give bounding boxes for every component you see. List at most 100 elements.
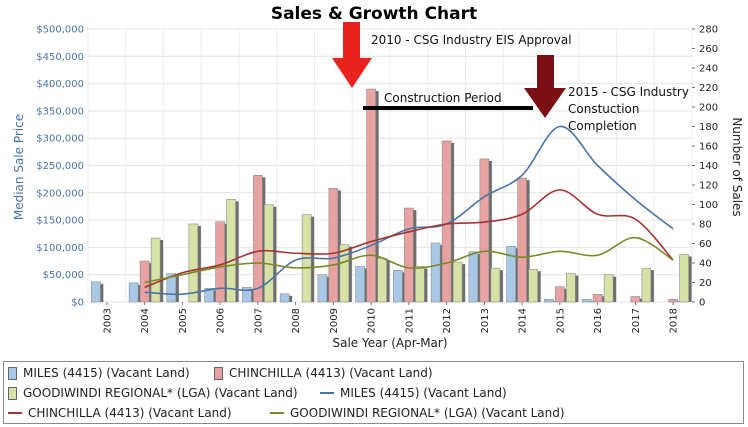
y-tick-label: $100,000 bbox=[36, 243, 84, 254]
line-layer bbox=[144, 125, 674, 296]
bar bbox=[393, 270, 403, 303]
y2-tick-label: 60 bbox=[699, 239, 712, 250]
bar bbox=[555, 286, 565, 303]
x-tick-label: 2012 bbox=[442, 308, 453, 333]
y-tick-label: $0 bbox=[71, 298, 84, 309]
series-line bbox=[144, 236, 674, 284]
chart-legend: MILES (4415) (Vacant Land) CHINCHILLA (44… bbox=[3, 361, 744, 424]
annotation-2015: 2015 - CSG Industry Constuction Completio… bbox=[568, 85, 693, 133]
y2-tick-label: 260 bbox=[699, 44, 718, 55]
legend-line-swatch bbox=[270, 412, 284, 414]
y2-tick-label: 20 bbox=[699, 278, 712, 289]
y2-tick-label: 220 bbox=[699, 83, 718, 94]
y2-tick-label: 80 bbox=[699, 220, 712, 231]
bar bbox=[581, 298, 592, 303]
legend-line-swatch bbox=[320, 392, 334, 394]
x-tick-label: 2017 bbox=[631, 308, 642, 333]
legend-item[interactable]: CHINCHILLA (4413) (Vacant Land) bbox=[214, 366, 433, 380]
x-tick-label: 2008 bbox=[291, 308, 302, 333]
annotation-2015-line: Constuction bbox=[568, 102, 639, 116]
y2-tick-label: 100 bbox=[699, 200, 718, 211]
legend-bar-swatch bbox=[8, 386, 17, 400]
bar bbox=[355, 266, 365, 303]
legend-label: GOODIWINDI REGIONAL* (LGA) (Vacant Land) bbox=[290, 406, 565, 420]
bar bbox=[279, 293, 290, 303]
x-tick-label: 2009 bbox=[329, 308, 340, 333]
bar bbox=[328, 188, 339, 303]
legend-item[interactable]: GOODIWINDI REGIONAL* (LGA) (Vacant Land) bbox=[8, 386, 298, 400]
y-tick-label: $50,000 bbox=[43, 270, 84, 281]
bar bbox=[366, 88, 376, 303]
bar bbox=[204, 288, 214, 303]
annotation-2015-text: 2015 - CSG Industry bbox=[568, 85, 689, 99]
bar bbox=[317, 274, 328, 303]
y2-tick-label: 120 bbox=[699, 181, 718, 192]
bar bbox=[430, 242, 441, 303]
red-arrow-2010 bbox=[332, 22, 372, 88]
x-tick-label: 2018 bbox=[669, 308, 680, 333]
legend-item[interactable]: MILES (4415) (Vacant Land) bbox=[320, 386, 507, 400]
y-tick-label: $450,000 bbox=[36, 52, 84, 63]
legend-line-swatch bbox=[8, 412, 22, 414]
x-tick-label: 2005 bbox=[178, 308, 189, 333]
series-line bbox=[144, 189, 674, 289]
legend-label: CHINCHILLA (4413) (Vacant Land) bbox=[28, 406, 232, 420]
bar bbox=[479, 158, 490, 303]
legend-item[interactable]: MILES (4415) (Vacant Land) bbox=[8, 366, 190, 380]
y2-tick-label: 180 bbox=[699, 122, 718, 133]
annotation-construction-period: Construction Period bbox=[384, 91, 502, 105]
y2-tick-label: 40 bbox=[699, 259, 712, 270]
bar bbox=[166, 273, 177, 303]
series-line bbox=[144, 125, 674, 296]
x-tick-label: 2007 bbox=[253, 308, 264, 333]
bar bbox=[128, 282, 139, 303]
y-tick-label: $500,000 bbox=[36, 25, 84, 36]
annotation-2015-line: Completion bbox=[568, 119, 637, 133]
bar bbox=[415, 266, 425, 303]
legend-label: GOODIWINDI REGIONAL* (LGA) (Vacant Land) bbox=[23, 386, 298, 400]
x-tick-label: 2003 bbox=[102, 308, 113, 333]
bar bbox=[253, 175, 263, 303]
bar bbox=[603, 274, 614, 303]
legend-item[interactable]: GOODIWINDI REGIONAL* (LGA) (Vacant Land) bbox=[270, 406, 565, 420]
bar bbox=[592, 294, 603, 303]
y2-tick-label: 200 bbox=[699, 103, 718, 114]
x-tick-label: 2013 bbox=[480, 308, 491, 333]
bar bbox=[517, 177, 527, 303]
x-tick-label: 2016 bbox=[593, 308, 604, 333]
bar bbox=[339, 244, 350, 303]
x-tick-label: 2006 bbox=[216, 308, 227, 333]
x-tick-label: 2010 bbox=[367, 308, 378, 333]
sales-growth-chart: Sales & Growth Chart $0 $50,000 $100,000 $1… bbox=[12, 4, 744, 350]
bar bbox=[188, 223, 199, 303]
bar bbox=[226, 199, 236, 303]
bar bbox=[264, 204, 274, 303]
bar bbox=[242, 286, 252, 303]
legend-label: CHINCHILLA (4413) (Vacant Land) bbox=[229, 366, 433, 380]
y-tick-label: $400,000 bbox=[36, 79, 84, 90]
y-tick-label: $250,000 bbox=[36, 161, 84, 172]
bar bbox=[630, 296, 641, 303]
bar bbox=[528, 268, 538, 303]
legend-bar-swatch bbox=[8, 366, 17, 380]
x-axis-label: Sale Year (Apr-Mar) bbox=[332, 336, 447, 350]
annotation-2010: 2010 - CSG Industry EIS Approval bbox=[371, 33, 572, 47]
legend-item[interactable]: CHINCHILLA (4413) (Vacant Land) bbox=[8, 406, 232, 420]
y2-axis-label: Number of Sales bbox=[730, 117, 744, 216]
y2-tick-label: 140 bbox=[699, 161, 718, 172]
bar bbox=[468, 251, 479, 303]
bar bbox=[679, 254, 689, 303]
bar bbox=[91, 281, 101, 303]
bar bbox=[544, 298, 554, 303]
y-tick-label: $300,000 bbox=[36, 134, 84, 145]
bar bbox=[668, 298, 678, 303]
bar bbox=[566, 273, 576, 303]
bar bbox=[150, 237, 161, 303]
y-axis-label: Median Sale Price bbox=[12, 114, 26, 220]
chart-title: Sales & Growth Chart bbox=[271, 4, 477, 24]
bar bbox=[490, 267, 501, 303]
axes: $0 $50,000 $100,000 $150,000 $200,000 $250,00… bbox=[36, 25, 718, 334]
bar bbox=[506, 246, 516, 303]
bar bbox=[441, 140, 452, 303]
dark-red-arrow-2015 bbox=[524, 55, 566, 118]
